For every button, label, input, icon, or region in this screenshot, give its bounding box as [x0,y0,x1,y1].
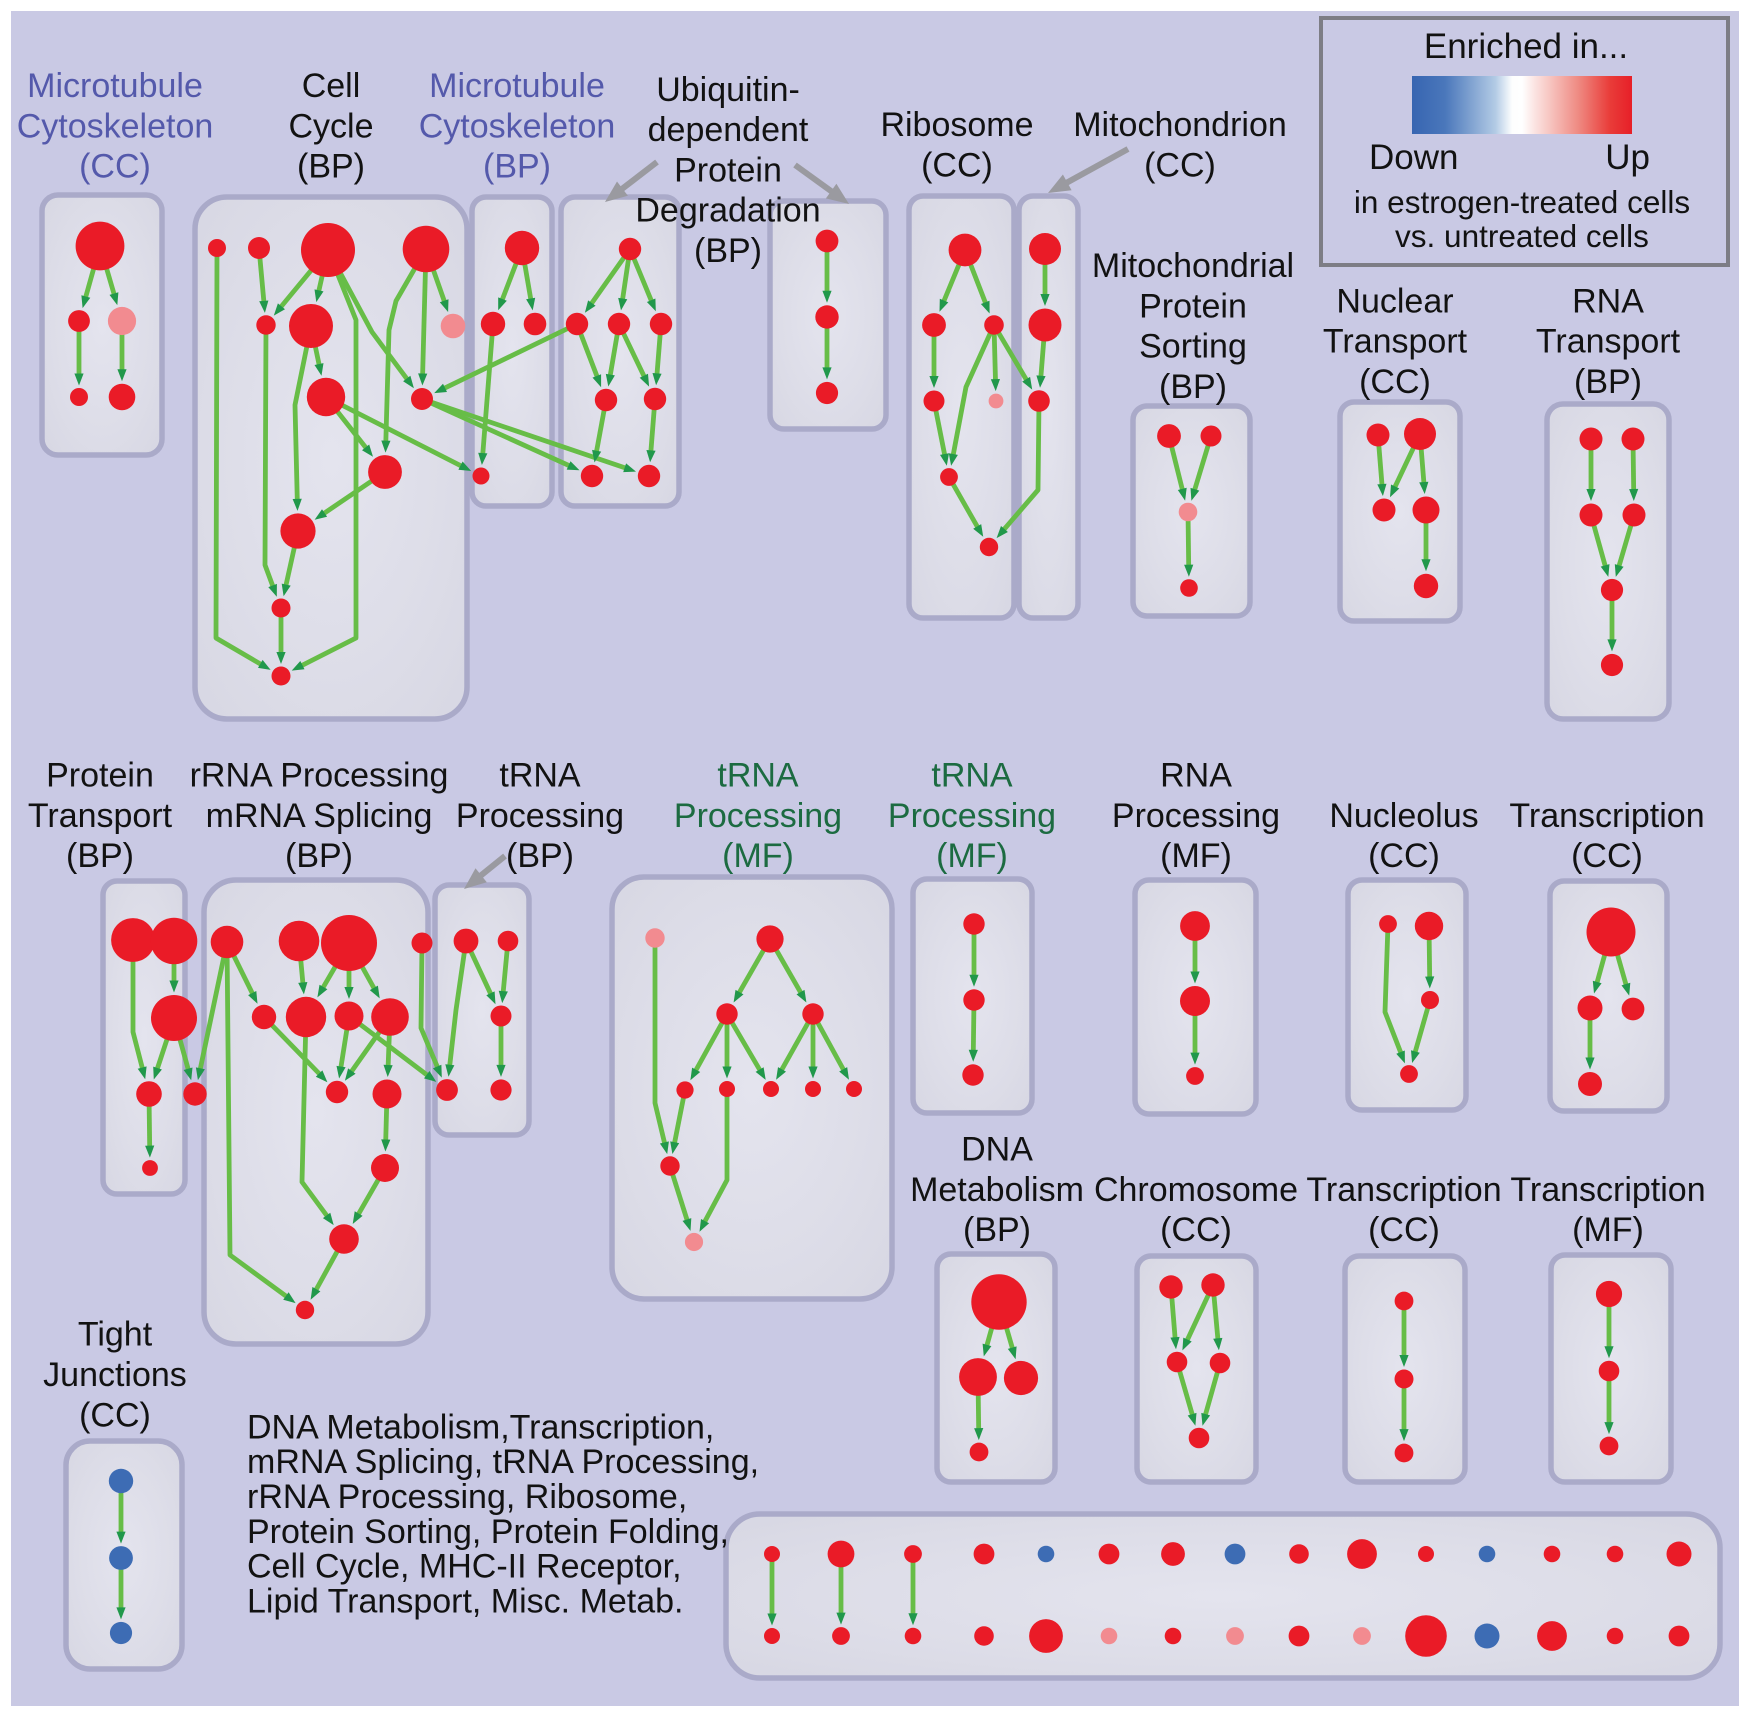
svg-text:Protein: Protein [46,757,154,795]
svg-text:Junctions: Junctions [43,1356,187,1394]
svg-text:(BP): (BP) [506,837,574,875]
svg-text:Up: Up [1605,138,1650,177]
svg-text:(BP): (BP) [1574,363,1642,401]
svg-text:tRNA: tRNA [499,757,581,795]
svg-text:in estrogen-treated cells: in estrogen-treated cells [1354,184,1690,220]
svg-text:Cytoskeleton: Cytoskeleton [419,107,616,145]
svg-text:(CC): (CC) [79,1396,151,1434]
svg-text:(MF): (MF) [722,837,794,875]
svg-text:Metabolism: Metabolism [910,1171,1084,1209]
svg-text:Microtubule: Microtubule [27,67,203,105]
svg-text:rRNA Processing: rRNA Processing [190,757,449,795]
svg-text:(BP): (BP) [1159,368,1227,406]
svg-text:Protein Sorting, Protein Foldi: Protein Sorting, Protein Folding, [247,1513,729,1551]
svg-text:(BP): (BP) [483,148,551,186]
svg-text:(MF): (MF) [1160,837,1232,875]
svg-text:Processing: Processing [674,797,842,835]
svg-text:(CC): (CC) [921,147,993,185]
svg-text:vs. untreated cells: vs. untreated cells [1395,218,1649,254]
svg-text:Degradation: Degradation [635,192,820,230]
svg-text:Cell Cycle, MHC-II Receptor,: Cell Cycle, MHC-II Receptor, [247,1548,682,1586]
svg-text:Chromosome: Chromosome [1094,1171,1298,1209]
svg-text:Lipid Transport, Misc. Metab.: Lipid Transport, Misc. Metab. [247,1582,684,1620]
svg-text:(BP): (BP) [963,1211,1031,1249]
svg-text:(BP): (BP) [285,837,353,875]
svg-text:Processing: Processing [456,797,624,835]
svg-text:Ubiquitin-: Ubiquitin- [656,71,800,109]
svg-text:Tight: Tight [78,1316,153,1354]
svg-text:Transport: Transport [1536,323,1681,361]
svg-text:(BP): (BP) [297,148,365,186]
svg-text:DNA: DNA [961,1131,1033,1169]
svg-text:Microtubule: Microtubule [429,67,605,105]
svg-text:mRNA Splicing: mRNA Splicing [206,797,433,835]
svg-text:tRNA: tRNA [931,757,1013,795]
svg-text:Mitochondrion: Mitochondrion [1073,106,1287,144]
svg-text:(CC): (CC) [1571,837,1643,875]
svg-text:Ribosome: Ribosome [880,106,1033,144]
svg-text:Protein: Protein [674,151,782,189]
svg-text:Transcription: Transcription [1510,1171,1705,1209]
svg-text:Transport: Transport [1323,323,1468,361]
svg-text:Cell: Cell [302,67,361,105]
svg-text:Cytoskeleton: Cytoskeleton [17,107,214,145]
svg-text:(BP): (BP) [694,232,762,270]
svg-text:Processing: Processing [1112,797,1280,835]
svg-text:Cycle: Cycle [288,107,373,145]
svg-text:Nucleolus: Nucleolus [1329,797,1478,835]
svg-text:(CC): (CC) [1368,837,1440,875]
svg-text:DNA Metabolism,Transcription,: DNA Metabolism,Transcription, [247,1408,714,1446]
svg-text:mRNA Splicing, tRNA Processing: mRNA Splicing, tRNA Processing, [247,1443,759,1481]
svg-text:Processing: Processing [888,797,1056,835]
svg-text:Mitochondrial: Mitochondrial [1092,247,1294,285]
svg-text:tRNA: tRNA [717,757,799,795]
svg-text:(CC): (CC) [1368,1211,1440,1249]
svg-text:rRNA Processing, Ribosome,: rRNA Processing, Ribosome, [247,1478,687,1516]
svg-text:Sorting: Sorting [1139,328,1247,366]
svg-text:(CC): (CC) [79,148,151,186]
svg-text:RNA: RNA [1572,282,1644,320]
svg-text:(MF): (MF) [936,837,1008,875]
svg-text:Transcription: Transcription [1306,1171,1501,1209]
svg-text:(MF): (MF) [1572,1211,1644,1249]
svg-text:(CC): (CC) [1160,1211,1232,1249]
svg-text:dependent: dependent [648,111,809,149]
svg-text:(CC): (CC) [1359,363,1431,401]
svg-text:Down: Down [1369,138,1458,177]
svg-text:RNA: RNA [1160,757,1232,795]
svg-text:Protein: Protein [1139,287,1247,325]
svg-text:Nuclear: Nuclear [1336,282,1453,320]
svg-text:(BP): (BP) [66,837,134,875]
svg-text:Transcription: Transcription [1509,797,1704,835]
svg-text:Transport: Transport [28,797,173,835]
svg-text:(CC): (CC) [1144,147,1216,185]
svg-text:Enriched in...: Enriched in... [1424,27,1628,66]
